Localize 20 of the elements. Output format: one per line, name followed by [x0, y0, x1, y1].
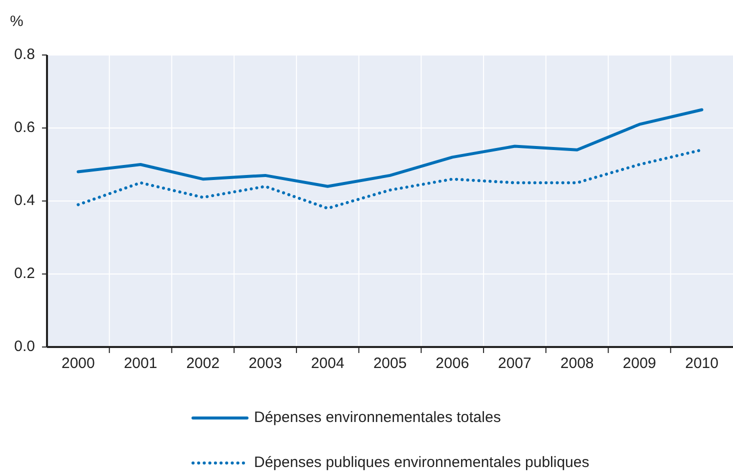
y-tick-label: 0.8: [14, 46, 35, 63]
y-tick-label: 0.4: [14, 192, 35, 209]
x-tick-label: 2004: [310, 355, 344, 372]
x-tick-label: 2005: [373, 355, 407, 372]
x-tick-label: 2003: [248, 355, 282, 372]
y-tick-label: 0.0: [14, 338, 35, 355]
x-tick-label: 2002: [186, 355, 220, 372]
y-axis-title: %: [10, 13, 24, 30]
x-tick-label: 2009: [622, 355, 656, 372]
legend-label: Dépenses environnementales totales: [254, 408, 501, 426]
x-tick-label: 2000: [61, 355, 95, 372]
x-tick-label: 2007: [498, 355, 532, 372]
x-tick-label: 2006: [436, 355, 470, 372]
line-series: [76, 108, 704, 188]
x-tick-label: 2008: [560, 355, 594, 372]
x-tick-label: 2010: [685, 355, 719, 372]
y-tick-label: 0.6: [14, 118, 35, 136]
legend-label: Dépenses publiques environnementales publiques: [254, 454, 590, 471]
y-tick-label: 0.2: [14, 264, 35, 282]
x-tick-label: 2001: [124, 355, 158, 372]
